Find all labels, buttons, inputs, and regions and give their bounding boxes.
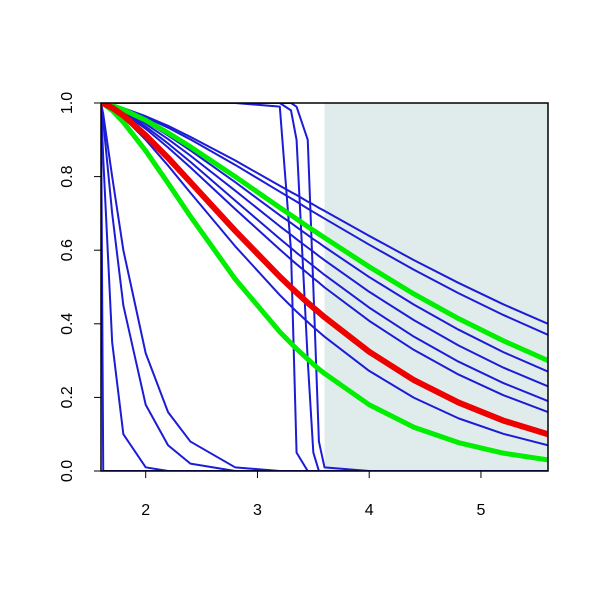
- y-tick-label: 0.6: [59, 239, 76, 261]
- plot-frame: [100, 102, 549, 472]
- highlight-region: [324, 103, 548, 471]
- x-tick-label: 3: [253, 502, 262, 519]
- y-tick-label: 0.2: [59, 386, 76, 408]
- lines-layer: [101, 103, 548, 471]
- x-tick-label: 2: [141, 502, 150, 519]
- y-tick-label: 0.4: [59, 313, 76, 335]
- series-line: [101, 103, 548, 364]
- series-line: [101, 103, 548, 471]
- series-line: [101, 103, 548, 463]
- series-line: [101, 103, 548, 471]
- y-tick-label: 1.0: [59, 92, 76, 114]
- x-tick-label: 5: [476, 502, 485, 519]
- series-line: [101, 103, 548, 471]
- shade-layer: [324, 103, 548, 471]
- axes-layer: 0.0 0.2 0.4 0.6 0.8 1.0 2 3 4 5: [59, 92, 485, 519]
- y-tick-label: 0.0: [59, 460, 76, 482]
- series-line: [101, 103, 548, 471]
- y-tick-label: 0.8: [59, 165, 76, 187]
- series-line: [101, 103, 548, 471]
- series-line: [101, 103, 548, 438]
- x-tick-label: 4: [365, 502, 374, 519]
- series-line: [101, 103, 548, 471]
